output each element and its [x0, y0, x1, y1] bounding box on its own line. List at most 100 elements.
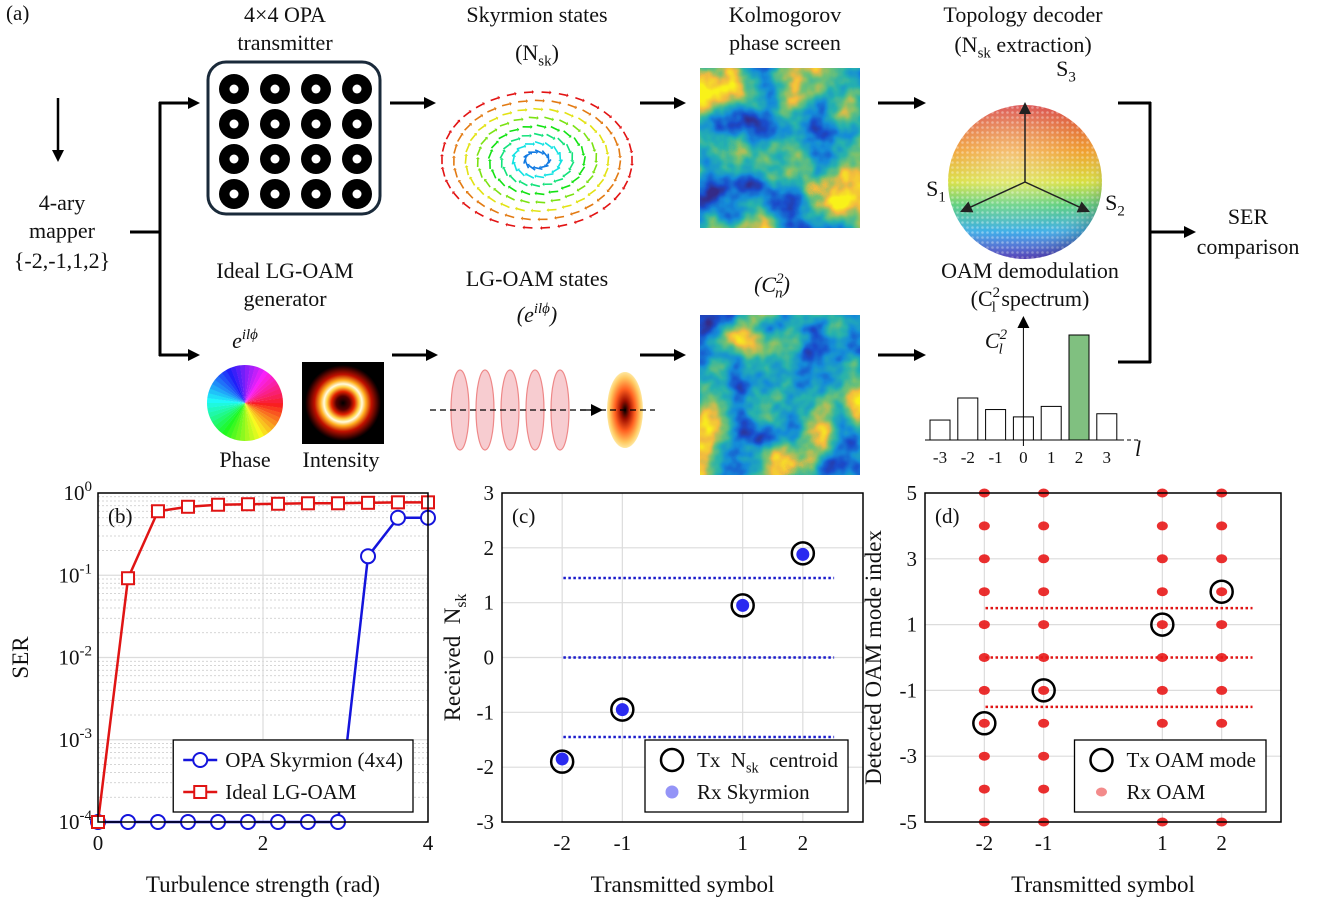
legend-marker — [194, 786, 206, 798]
spectrum-tick: -1 — [989, 448, 1003, 467]
skyrmion-arrow — [535, 142, 543, 144]
skyrmion-head — [547, 208, 549, 212]
data-point — [332, 497, 344, 509]
text-part: (N — [954, 32, 977, 57]
data-point — [302, 497, 314, 509]
skyrmion-arrow — [523, 192, 531, 195]
skyrmion-arrow — [584, 156, 585, 164]
data-point — [1038, 587, 1049, 596]
skyrmion-arrow — [533, 109, 541, 110]
skyrmion-arrow — [467, 192, 472, 198]
skyrmion-arrow — [575, 98, 583, 101]
skyrmion-arrow — [493, 171, 496, 178]
skyrmion-arrow — [560, 152, 561, 160]
data-point — [1157, 554, 1168, 563]
y-tick-label: -1 — [477, 700, 495, 724]
spectrum-bar — [986, 410, 1006, 440]
arrow-head — [914, 349, 926, 361]
text-part: 3 — [1068, 70, 1075, 86]
tick-base: 10 — [59, 563, 80, 587]
label: eilϕ — [232, 327, 258, 353]
y-tick-label: 100 — [64, 479, 93, 505]
arrow-head — [914, 97, 926, 109]
arrow-head — [188, 97, 200, 109]
opa-core — [353, 85, 362, 94]
skyrmion-arrow — [458, 135, 462, 142]
y-tick-label: 0 — [484, 646, 495, 670]
phase-screen — [700, 68, 860, 228]
skyrmion-arrow — [580, 167, 584, 174]
skyrmion-arrow — [446, 132, 450, 139]
skyrmion-arrow — [591, 212, 598, 216]
tick-exp: -2 — [80, 644, 93, 660]
legend: OPA Skyrmion (4x4)Ideal LG-OAM — [173, 740, 413, 812]
skyrmion-head — [594, 161, 598, 163]
skyrmion-arrow — [586, 204, 593, 208]
label: 4×4 OPA — [244, 2, 326, 27]
data-point — [1038, 554, 1049, 563]
text-part: 2 — [1000, 327, 1008, 343]
skyrmion-arrow — [519, 170, 525, 176]
y-tick-label: -3 — [900, 744, 918, 768]
opa-core — [271, 85, 280, 94]
data-point — [1038, 620, 1049, 629]
data-point — [1216, 686, 1227, 695]
skyrmion-arrow — [608, 184, 613, 190]
legend-marker — [1096, 788, 1107, 797]
x-tick-label: 1 — [1157, 831, 1168, 855]
data-point — [979, 686, 990, 695]
skyrmion-arrow — [532, 185, 540, 187]
legend-label: Ideal LG-OAM — [225, 780, 357, 804]
skyrmion-arrow — [555, 179, 563, 181]
opa-core — [230, 190, 239, 199]
tick-base: 10 — [59, 810, 80, 834]
spectrum-bar — [1097, 414, 1117, 440]
data-point — [979, 653, 990, 662]
skyrmion-arrow — [465, 125, 471, 131]
skyrmion-arrow — [567, 144, 570, 151]
text-part: (C — [971, 286, 993, 311]
label: Skyrmion states — [466, 2, 607, 27]
skyrmion-arrow — [573, 177, 579, 182]
skyrmion-arrow — [511, 176, 517, 182]
x-tick-label: -1 — [1035, 831, 1053, 855]
data-point — [979, 719, 990, 728]
arrow-head — [424, 97, 436, 109]
skyrmion-arrow — [518, 101, 526, 102]
skyrmion-arrow — [559, 94, 567, 96]
skyrmion-arrow — [455, 170, 457, 178]
skyrmion-arrow — [578, 198, 585, 201]
x-tick-label: 2 — [1216, 831, 1227, 855]
opa-core — [230, 120, 239, 129]
skyrmion-arrow — [476, 212, 483, 216]
skyrmion-arrow — [559, 120, 566, 124]
y-tick-label: 10-4 — [59, 808, 93, 834]
text-part: (C — [754, 272, 776, 297]
skyrmion-arrow — [471, 178, 475, 185]
legend-label: Rx Skyrmion — [697, 780, 810, 804]
arrow-head — [591, 404, 603, 416]
skyrmion-arrow — [481, 138, 486, 144]
data-point — [1038, 653, 1049, 662]
text-part: l — [999, 342, 1003, 358]
y-tick-label: -1 — [900, 678, 918, 702]
spectrum-tick: 0 — [1019, 448, 1028, 467]
y-tick-label: 1 — [907, 613, 918, 637]
skyrmion-head — [548, 190, 550, 194]
y-tick-label: 5 — [907, 481, 918, 505]
text-part: sk — [746, 760, 760, 776]
skyrmion-arrow — [487, 109, 494, 112]
text-part: 2 — [1117, 204, 1124, 220]
skyrmion-arrow — [572, 211, 580, 213]
opa-core — [312, 190, 321, 199]
skyrmion-arrow — [443, 169, 445, 177]
skyrmion-head — [533, 142, 535, 146]
y-tick-label: 10-3 — [59, 726, 93, 752]
skyrmion-arrow — [467, 167, 469, 175]
skyrmion-head — [537, 116, 539, 120]
skyrmion-arrow — [491, 98, 499, 101]
skyrmion-arrow — [545, 174, 553, 175]
data-point — [391, 511, 405, 525]
skyrmion-arrow — [489, 197, 496, 202]
skyrmion-arrow — [511, 139, 519, 141]
